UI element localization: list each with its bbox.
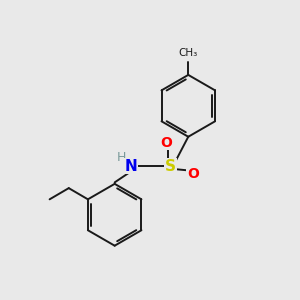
Text: O: O [160, 136, 172, 150]
Text: S: S [165, 159, 176, 174]
Text: CH₃: CH₃ [179, 48, 198, 58]
Text: O: O [187, 167, 199, 181]
Text: H: H [117, 152, 126, 164]
Text: N: N [124, 159, 137, 174]
